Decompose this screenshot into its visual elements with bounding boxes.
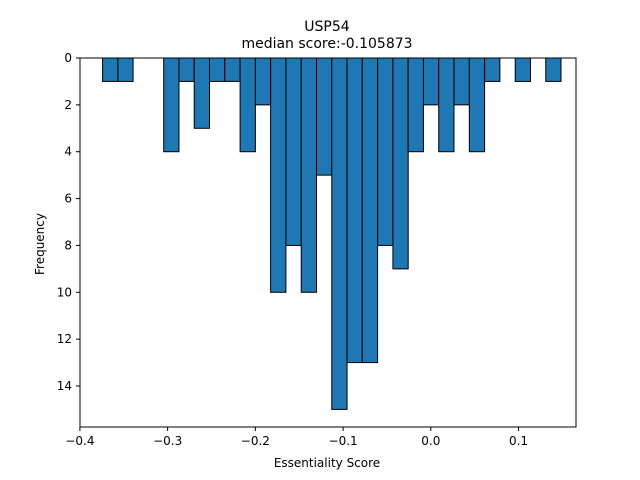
y-tick-label: 0 (64, 51, 72, 65)
histogram-bar (270, 57, 287, 293)
histogram-bar (361, 57, 379, 364)
histogram-bar (193, 57, 211, 129)
histogram-bar (163, 57, 180, 153)
bars-group (102, 57, 562, 410)
y-tick-label: 8 (64, 238, 72, 252)
x-tick-label: −0.3 (153, 434, 182, 448)
histogram-bar (117, 57, 134, 82)
histogram-bar (239, 57, 256, 153)
histogram-bar (407, 57, 424, 153)
y-axis-label: Frequency (33, 213, 47, 275)
y-tick-label: 6 (64, 192, 72, 206)
histogram-bar (438, 57, 455, 153)
axes-group: −0.4 −0.3 −0.2 −0.1 0.0 0.1 0 2 4 6 8 10 12 14 (57, 51, 577, 448)
histogram-bar (545, 57, 562, 82)
x-tick-label: −0.2 (241, 434, 270, 448)
y-tick-label: 4 (64, 145, 72, 159)
x-tick-label: −0.1 (329, 434, 358, 448)
histogram-bar (285, 57, 302, 246)
histogram-bar (377, 57, 394, 246)
x-axis-label: Essentiality Score (274, 456, 380, 470)
x-tick-label: −0.4 (65, 434, 94, 448)
histogram-bar (346, 57, 363, 364)
chart-subtitle: median score:-0.105873 (241, 36, 412, 52)
histogram-bar (300, 57, 318, 293)
histogram-bar (224, 57, 241, 82)
plot-frame (79, 57, 577, 428)
x-tick-label: 0.0 (421, 434, 440, 448)
chart-title: USP54 (304, 19, 349, 35)
histogram-bar (392, 57, 409, 270)
histogram-bar (453, 57, 470, 106)
histogram-bar (468, 57, 486, 153)
x-tick-label: 0.1 (509, 434, 528, 448)
histogram-bar (514, 57, 531, 82)
histogram-bar (331, 57, 348, 410)
histogram-bar (102, 57, 119, 82)
histogram-bar (178, 57, 195, 82)
histogram-bar (254, 57, 272, 106)
histogram-bar (422, 57, 440, 106)
y-tick-label: 2 (64, 98, 72, 112)
histogram-bar (208, 57, 226, 82)
y-tick-label: 14 (57, 379, 72, 393)
histogram-bar (484, 57, 501, 82)
y-tick-label: 10 (57, 285, 72, 299)
y-tick-label: 12 (57, 332, 72, 346)
histogram-bar (316, 57, 333, 176)
